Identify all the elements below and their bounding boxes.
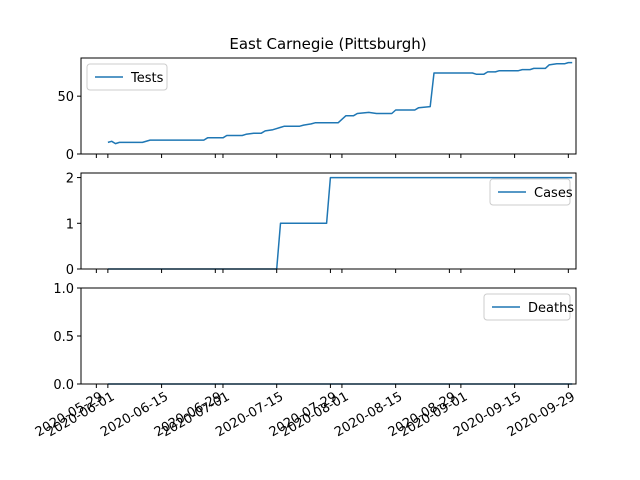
legend-box bbox=[489, 178, 571, 206]
y-tick-label: 1.0 bbox=[53, 282, 74, 297]
legend-box bbox=[86, 63, 168, 91]
axes-frame bbox=[80, 57, 577, 155]
legend-label: Tests bbox=[130, 71, 164, 86]
legend-deaths: Deaths bbox=[483, 293, 574, 321]
panel-cases: 0 1 2 Cases bbox=[66, 172, 577, 278]
y-tick-label: 0.0 bbox=[53, 378, 74, 393]
panels: 0 50 Tests 0 1 2 Cases 0.0 0.5 1.0 Deaths bbox=[53, 57, 577, 393]
y-tick-label: 50 bbox=[57, 90, 74, 105]
y-tick-label: 2 bbox=[66, 172, 74, 187]
axes-frame bbox=[80, 172, 577, 270]
series-line-tests bbox=[107, 61, 573, 145]
panel-tests: 0 50 Tests bbox=[57, 57, 577, 163]
panel-deaths: 0.0 0.5 1.0 Deaths bbox=[53, 282, 577, 393]
y-tick-label: 0 bbox=[66, 263, 74, 278]
y-tick-label: 0 bbox=[66, 148, 74, 163]
y-tick-label: 1 bbox=[66, 217, 74, 232]
legend-label: Deaths bbox=[528, 301, 574, 316]
chart-title: East Carnegie (Pittsburgh) bbox=[229, 35, 426, 53]
legend-cases: Cases bbox=[489, 178, 573, 206]
legend-label: Cases bbox=[534, 186, 573, 201]
legend-box bbox=[483, 293, 571, 321]
y-tick-label: 0.5 bbox=[53, 330, 74, 345]
legend-tests: Tests bbox=[86, 63, 168, 91]
x-tick-labels: 2020-05-292020-06-012020-06-152020-06-29… bbox=[33, 389, 578, 440]
